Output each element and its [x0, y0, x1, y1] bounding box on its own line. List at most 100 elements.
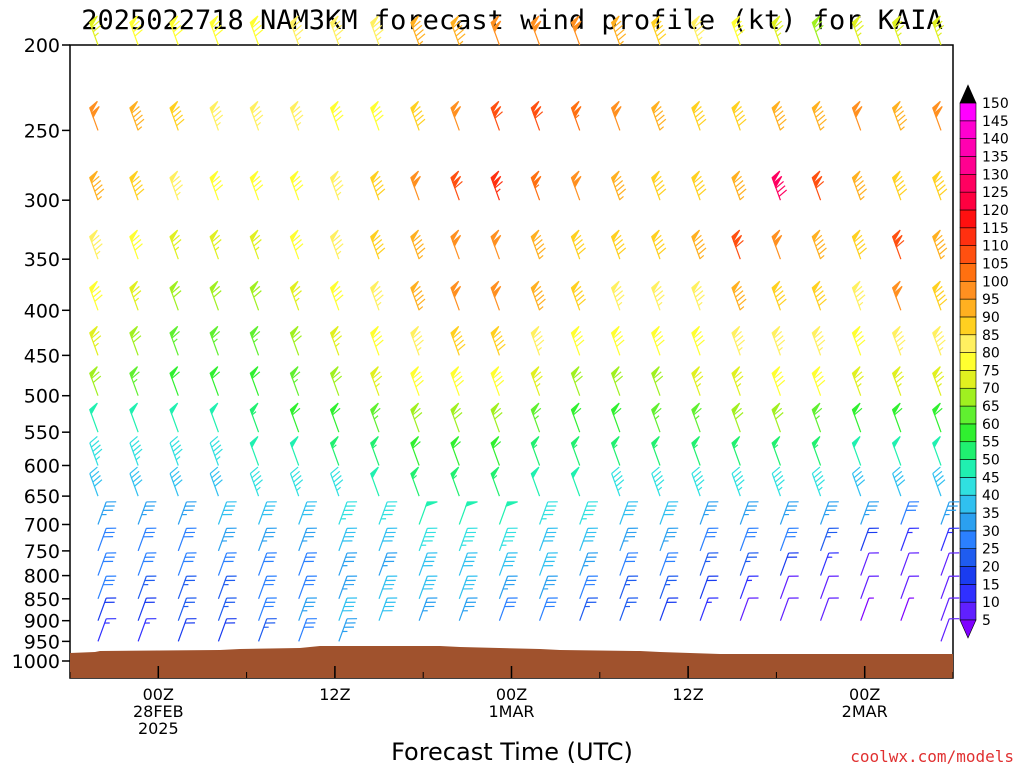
colorbar-cell [959, 423, 977, 443]
wind-barb [370, 100, 384, 131]
barb-row-400 [89, 280, 948, 311]
colorbar-cell [959, 477, 977, 496]
wind-barb [209, 100, 224, 131]
wind-barb [329, 366, 343, 396]
wind-barb [378, 501, 398, 525]
wind-barb [97, 597, 117, 621]
wind-barb [820, 552, 839, 576]
wind-barb [892, 466, 906, 497]
credit-text: coolwx.com/models [850, 747, 1014, 766]
wind-barb [289, 170, 304, 201]
wind-barb [289, 280, 302, 311]
wind-barb [691, 229, 707, 260]
x-tick-label: 2025 [138, 719, 179, 738]
wind-barb [137, 552, 157, 576]
wind-barb [539, 527, 558, 552]
wind-barb [217, 575, 237, 600]
x-tick-label: 28FEB [133, 702, 184, 721]
wind-barb [418, 597, 438, 621]
wind-barb [490, 100, 503, 131]
wind-barb [249, 325, 261, 356]
wind-barb [370, 402, 381, 433]
wind-barb [338, 501, 358, 525]
wind-barb [217, 527, 237, 552]
wind-barb [498, 552, 518, 576]
colorbar-cell [959, 530, 977, 549]
wind-barb [851, 280, 866, 311]
wind-barb [370, 366, 383, 396]
wind-barb [249, 402, 260, 433]
wind-barb [490, 466, 500, 497]
wind-barb [450, 229, 462, 260]
wind-barb [779, 552, 799, 576]
wind-barb [530, 435, 541, 466]
x-axis-label: Forecast Time (UTC) [391, 738, 633, 766]
colorbar-label: 150 [982, 96, 1009, 112]
wind-barb [450, 280, 462, 311]
wind-barb [659, 527, 679, 552]
colorbar-label: 115 [982, 221, 1009, 237]
wind-barb [891, 15, 905, 46]
barb-row-450 [89, 325, 946, 356]
wind-barb [458, 552, 478, 576]
wind-barb [811, 435, 822, 466]
plot-frame [69, 44, 954, 679]
wind-barb [691, 280, 705, 311]
colorbar-label: 20 [982, 560, 1000, 576]
wind-barb [177, 527, 197, 552]
wind-barb [570, 100, 582, 131]
wind-barb [579, 527, 598, 552]
y-tick-label: 200 [24, 35, 60, 57]
wind-barb [298, 501, 317, 525]
wind-barb [129, 15, 143, 46]
barb-row-700 [97, 501, 960, 525]
colorbar-label: 130 [982, 167, 1009, 183]
wind-barb [691, 366, 704, 396]
wind-barb [89, 100, 100, 131]
wind-barb [89, 280, 103, 311]
wind-barb [410, 100, 426, 131]
wind-barb [169, 15, 184, 46]
wind-barb [89, 15, 102, 46]
wind-barb [378, 527, 398, 552]
wind-barb [570, 366, 583, 396]
wind-barb [771, 466, 785, 497]
colorbar-label: 35 [982, 506, 1000, 522]
wind-barb [329, 15, 344, 46]
wind-barb [932, 325, 946, 356]
wind-barb [811, 466, 825, 497]
wind-barb [539, 575, 558, 600]
wind-barb [217, 597, 237, 621]
wind-barb [860, 527, 879, 552]
wind-barb [450, 366, 465, 396]
wind-barb [490, 402, 503, 433]
wind-barb [610, 100, 622, 131]
wind-barb [851, 15, 864, 46]
wind-barb [329, 229, 344, 260]
wind-barb [779, 501, 799, 525]
wind-barb [410, 280, 426, 311]
wind-barb [771, 402, 784, 433]
wind-barb [450, 435, 461, 466]
colorbar-cell [959, 209, 977, 229]
wind-barb [97, 527, 117, 552]
wind-barb [779, 597, 799, 621]
wind-barb [169, 280, 182, 311]
wind-barb [177, 501, 197, 525]
colorbar-cell [959, 494, 977, 514]
wind-barb [579, 597, 598, 621]
wind-barb [450, 325, 466, 356]
colorbar-label: 40 [982, 488, 1000, 504]
wind-barb [851, 402, 863, 433]
wind-barb [932, 402, 943, 433]
colorbar-cell [959, 120, 977, 139]
wind-barb [490, 325, 506, 356]
x-tick-label: 12Z [672, 685, 703, 704]
wind-barb [570, 170, 582, 201]
wind-barb [771, 435, 781, 466]
wind-barb [410, 15, 426, 46]
wind-barb [329, 435, 340, 466]
wind-barb [891, 366, 905, 396]
wind-barb [900, 552, 920, 576]
wind-barb [900, 501, 920, 525]
